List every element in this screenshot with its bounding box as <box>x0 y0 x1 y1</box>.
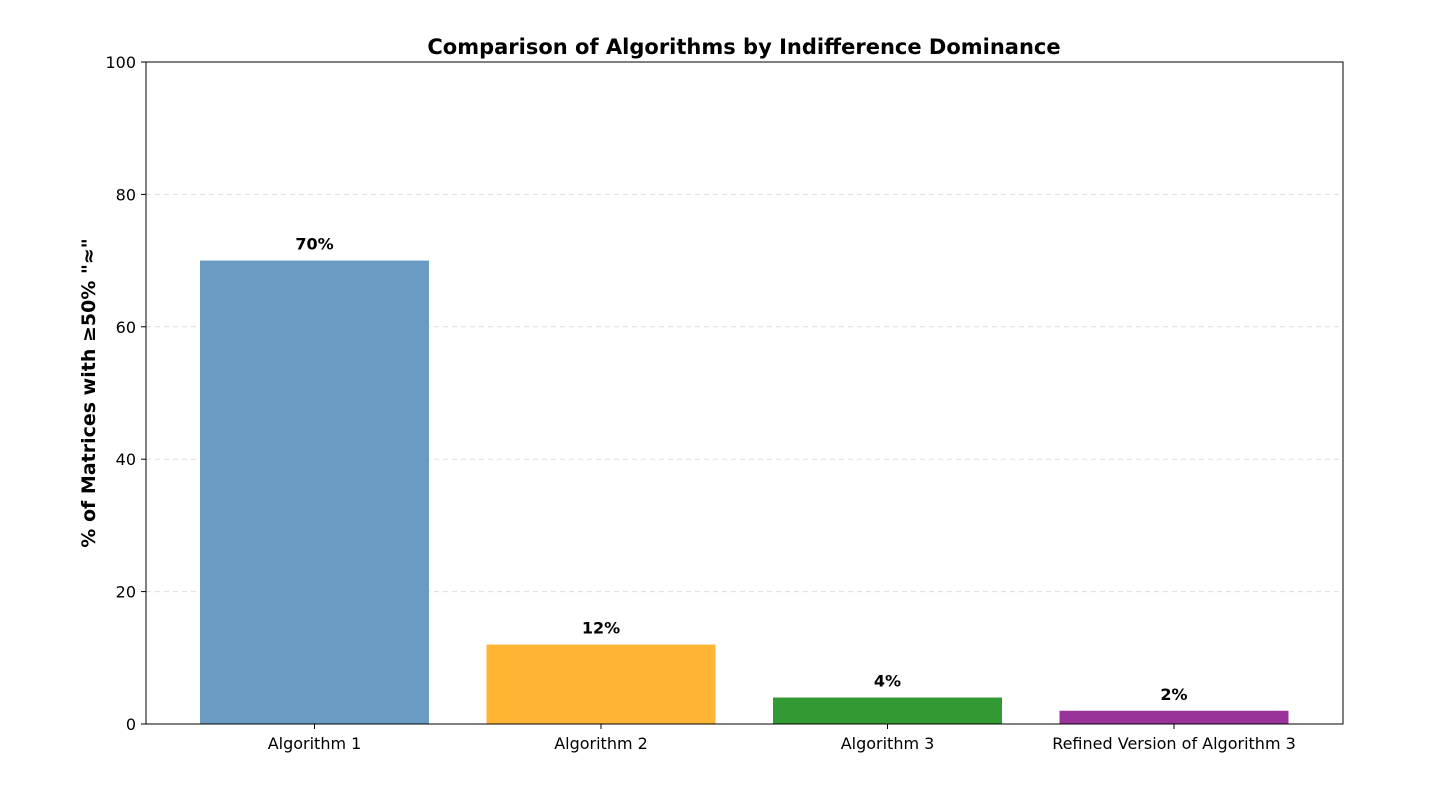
bar <box>773 697 1002 724</box>
chart-title: Comparison of Algorithms by Indifference… <box>427 35 1060 59</box>
bars <box>200 260 1289 724</box>
y-tick-label: 100 <box>105 53 136 72</box>
bar <box>1059 710 1289 724</box>
y-tick-label: 20 <box>116 583 136 602</box>
plot-frame <box>145 61 1344 725</box>
data-labels: 70% 12% 4% 2% <box>295 235 1187 704</box>
bar-value-label: 4% <box>874 672 901 691</box>
bar-value-label: 12% <box>582 619 620 638</box>
x-tick-label: Refined Version of Algorithm 3 <box>1052 734 1296 753</box>
bar <box>200 260 429 724</box>
x-tick-label: Algorithm 1 <box>268 734 362 753</box>
y-tick-label: 40 <box>116 450 136 469</box>
y-tick-label: 60 <box>116 318 136 337</box>
y-axis: 0 20 40 60 80 100 <box>105 53 146 734</box>
x-tick-label: Algorithm 3 <box>841 734 935 753</box>
bar-value-label: 2% <box>1160 685 1187 704</box>
y-tick-label: 0 <box>126 715 136 734</box>
bar <box>486 644 716 724</box>
x-tick-label: Algorithm 2 <box>554 734 648 753</box>
y-tick-label: 80 <box>116 185 136 204</box>
bar-value-label: 70% <box>295 235 333 254</box>
y-axis-label: % of Matrices with ≥50% "≈" <box>78 238 100 547</box>
x-axis: Algorithm 1 Algorithm 2 Algorithm 3 Refined… <box>268 724 1296 753</box>
